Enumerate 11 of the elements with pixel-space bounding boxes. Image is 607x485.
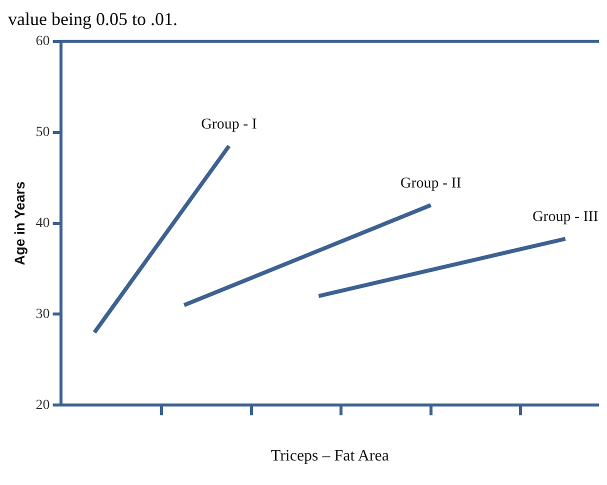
y-tick-label: 40 bbox=[36, 216, 50, 231]
text: value being 0.05 to .01. bbox=[8, 8, 178, 30]
series-label: Group - I bbox=[201, 116, 257, 132]
y-tick-label: 30 bbox=[36, 306, 50, 322]
x-axis-title: Triceps – Fat Area bbox=[270, 448, 389, 465]
y-tick-label: 20 bbox=[36, 398, 50, 413]
y-axis-title: Age in Years bbox=[11, 181, 28, 266]
y-tick-label: 50 bbox=[36, 125, 50, 140]
series-label: Group - III bbox=[532, 209, 598, 226]
series-label: Group - II bbox=[400, 176, 462, 192]
y-tick-label: 60 bbox=[36, 34, 50, 50]
